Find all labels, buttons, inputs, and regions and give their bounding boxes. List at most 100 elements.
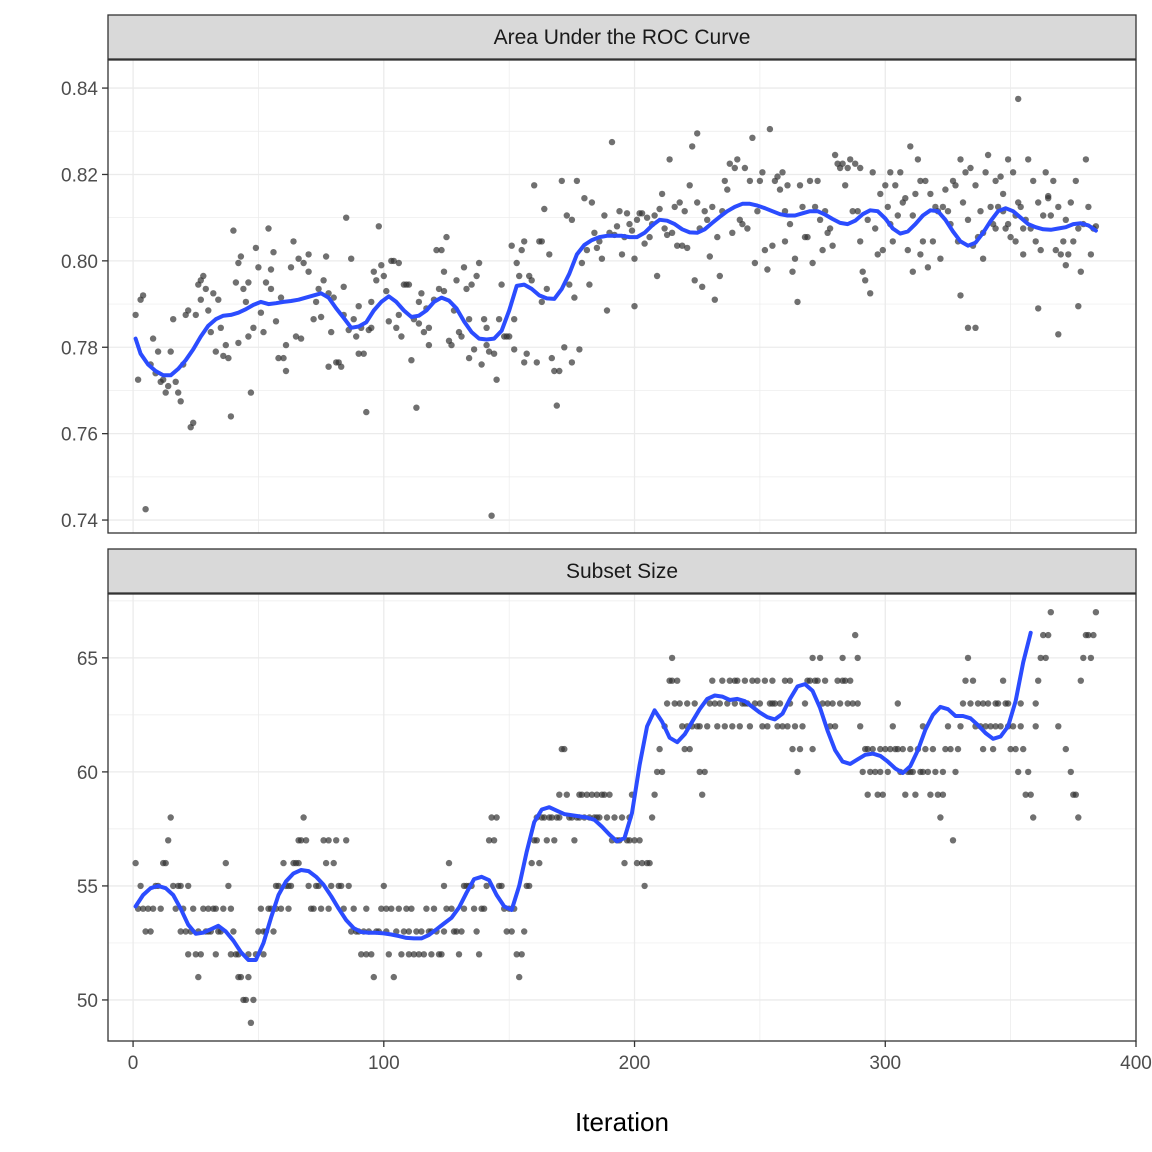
data-point (929, 238, 937, 245)
data-point (937, 814, 944, 821)
data-point (872, 768, 879, 776)
data-point (759, 723, 766, 730)
data-point (154, 348, 162, 355)
data-point (325, 837, 332, 844)
data-point (972, 324, 979, 331)
data-point (939, 203, 947, 211)
data-point (852, 160, 859, 167)
data-point (674, 677, 681, 684)
data-point (403, 905, 410, 912)
data-point (942, 745, 949, 753)
data-point (796, 182, 804, 189)
data-point (177, 882, 184, 890)
data-point (536, 859, 543, 867)
data-point (260, 328, 267, 336)
data-point (789, 745, 796, 753)
data-point (819, 246, 826, 254)
data-point (566, 281, 573, 288)
data-point (443, 233, 450, 241)
data-point (746, 177, 754, 185)
data-point (315, 285, 322, 293)
data-point (1030, 177, 1037, 185)
data-point (761, 246, 769, 254)
y-tick-label: 0.84 (61, 79, 98, 100)
data-point (488, 814, 495, 821)
data-point (902, 195, 909, 202)
data-point (907, 143, 914, 150)
data-point (734, 156, 741, 163)
data-point (368, 298, 375, 306)
data-point (473, 272, 480, 280)
data-point (731, 700, 738, 707)
data-point (663, 231, 671, 239)
data-point (1055, 203, 1062, 211)
data-point (701, 208, 708, 215)
data-point (305, 268, 312, 275)
data-point (338, 882, 345, 890)
data-point (889, 238, 896, 245)
data-point (257, 905, 265, 912)
data-point (215, 296, 222, 303)
data-point (839, 160, 846, 167)
data-point (172, 905, 179, 912)
data-point (628, 227, 636, 234)
data-point (463, 285, 470, 293)
data-point (212, 951, 219, 958)
data-point (267, 266, 275, 273)
data-point (1020, 251, 1027, 258)
data-point (656, 205, 663, 213)
panel-subset-size: Subset Size 50 55 60 65 (77, 548, 1137, 1042)
data-point (774, 173, 781, 180)
data-point (962, 677, 969, 684)
data-point (709, 203, 716, 211)
data-point (1004, 700, 1012, 707)
data-point (511, 346, 518, 353)
data-point (247, 1019, 255, 1026)
data-point (1090, 631, 1097, 639)
data-point (854, 208, 861, 215)
data-point (761, 677, 769, 684)
data-point (320, 277, 327, 284)
data-point (468, 281, 475, 288)
data-point (561, 745, 568, 753)
data-point (448, 905, 455, 912)
data-point (889, 723, 896, 730)
data-point (1045, 192, 1052, 200)
data-point (1047, 609, 1055, 616)
data-point (175, 389, 182, 396)
data-point (453, 928, 460, 935)
x-tick-label: 0 (128, 1053, 139, 1074)
data-point (1055, 331, 1062, 338)
data-point (864, 216, 871, 223)
x-tick-label: 100 (368, 1053, 400, 1074)
data-point (1057, 251, 1065, 258)
data-point (277, 294, 285, 301)
data-point (894, 212, 901, 219)
data-point (568, 216, 576, 223)
data-point (1042, 169, 1049, 176)
data-point (764, 266, 771, 273)
data-point (631, 303, 638, 310)
data-point (791, 723, 799, 730)
data-point (992, 225, 999, 232)
y-tick-label: 0.76 (61, 425, 98, 446)
data-point (400, 928, 408, 935)
data-point (513, 951, 520, 958)
data-point (987, 723, 994, 730)
data-point (603, 307, 611, 314)
data-point (448, 341, 455, 349)
data-point (954, 745, 962, 753)
data-point (1015, 768, 1022, 776)
data-point (255, 928, 262, 935)
data-point (242, 298, 250, 306)
data-point (679, 723, 686, 730)
data-point (1077, 677, 1085, 684)
data-point (167, 814, 174, 821)
data-point (857, 723, 864, 730)
data-point (328, 328, 335, 336)
data-point (679, 242, 686, 249)
y-tick-label: 55 (77, 877, 98, 898)
data-point (190, 905, 197, 912)
data-point (588, 199, 596, 206)
data-point (684, 244, 691, 252)
